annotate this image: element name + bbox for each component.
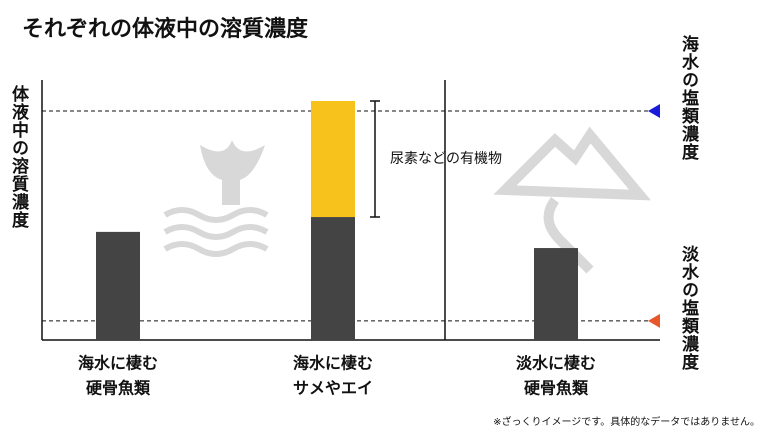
x-tick-label: 硬骨魚類 — [524, 379, 589, 398]
footnote: ※ざっくりイメージです。具体的なデータではありません。 — [493, 415, 760, 428]
bracket — [370, 100, 380, 218]
x-tick-label: 淡水に棲む — [516, 354, 596, 373]
bar-segment — [311, 217, 355, 340]
y-axis-label: 体液中の溶質濃度 — [8, 84, 29, 229]
reference-label: 淡水の塩類濃度 — [678, 245, 700, 371]
chart-title: それぞれの体液中の溶質濃度 — [22, 16, 309, 42]
reference-marker — [648, 313, 660, 328]
bar-segment — [534, 248, 578, 340]
bar-segment — [96, 231, 140, 340]
reference-marker — [648, 104, 660, 119]
bar-segment — [311, 100, 355, 218]
x-tick-label: サメやエイ — [293, 379, 373, 398]
x-tick-label: 硬骨魚類 — [86, 379, 151, 398]
annotation: 尿素などの有機物 — [390, 151, 502, 167]
x-tick-label: 海水に棲む — [293, 354, 373, 373]
reference-label: 海水の塩類濃度 — [678, 34, 700, 161]
x-tick-label: 海水に棲む — [78, 354, 158, 373]
decoration — [163, 126, 652, 274]
